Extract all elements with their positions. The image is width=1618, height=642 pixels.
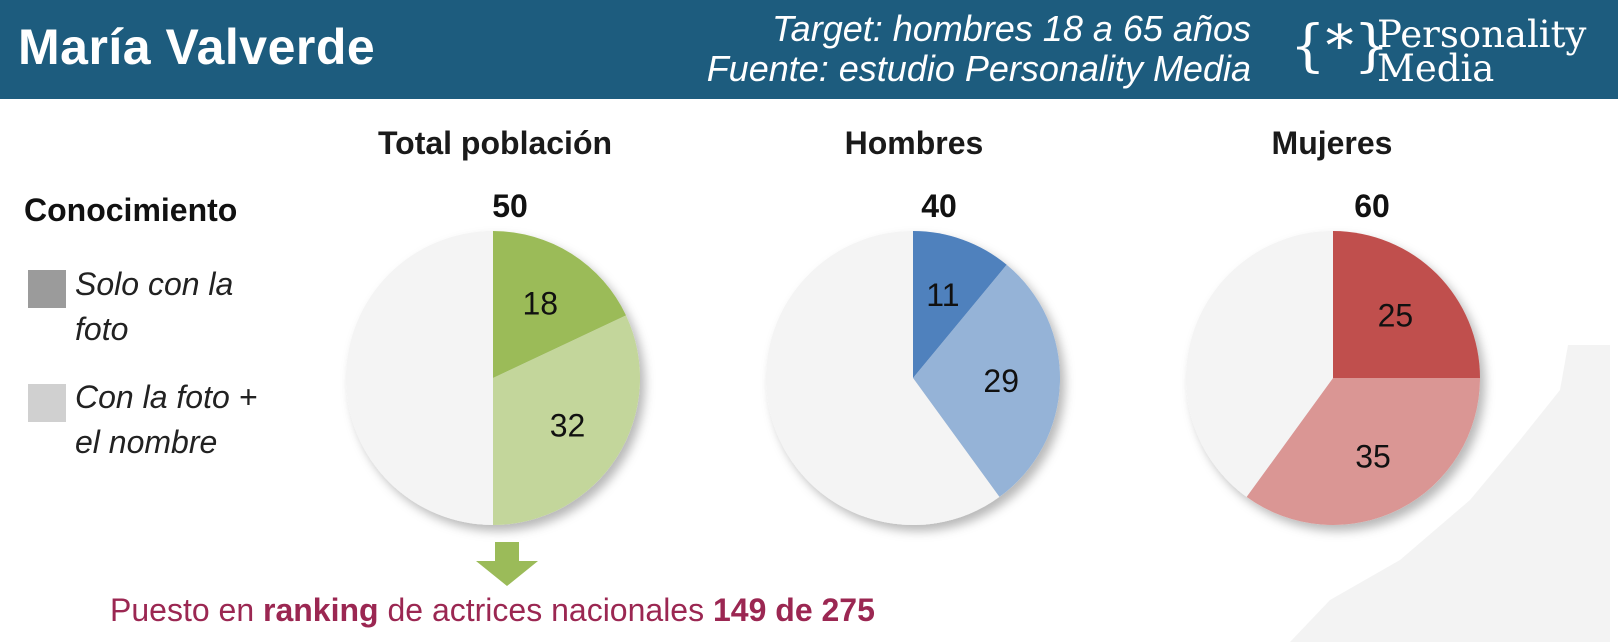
chart-total-hombres: 40 [921,188,957,224]
chart-total-total: 50 [492,188,528,224]
page-title: María Valverde [18,19,376,75]
legend-title: Conocimiento [24,192,238,228]
legend-label-foto-nombre-line2: el nombre [75,424,218,460]
pie-slice-total-1 [493,315,641,525]
ranking-value: 149 de 275 [712,592,875,628]
legend-swatch-foto-nombre [28,384,66,422]
pie-slice-hombres-2 [766,231,1000,525]
pie-label-hombres-0: 11 [926,277,959,313]
pie-label-mujeres-0: 25 [1378,298,1414,334]
header-bar: María Valverde Target: hombres 18 a 65 a… [0,0,1618,99]
pie-label-total-1: 32 [550,407,586,443]
pie-mujeres [1185,231,1480,526]
chart-title-total: Total población [377,125,613,161]
logo-mark-icon: {*} [1290,14,1390,79]
watermark-shape [1290,345,1610,642]
ranking-keyword: ranking [263,592,379,628]
pie-hombres [766,231,1061,525]
pie-slice-hombres-1 [913,264,1061,497]
legend-swatch-solo-foto [28,270,66,308]
legend-label-solo-foto-line2: foto [75,311,129,347]
personality-media-logo: {*} Personality Media [1290,14,1610,90]
pie-slice-mujeres-0 [1333,231,1480,378]
legend-label-solo-foto: Solo con la foto [75,262,305,352]
chart-title-hombres: Hombres [844,125,984,161]
legend-label-solo-foto-line1: Solo con la [75,266,234,302]
ranking-middle: de actrices nacionales [378,592,713,628]
ranking-prefix: Puesto en [110,592,263,628]
pie-label-total-0: 18 [523,286,559,322]
logo-line-1: Personality [1377,13,1587,56]
legend-label-foto-nombre: Con la foto + el nombre [75,375,305,465]
pie-slice-mujeres-1 [1246,378,1480,526]
pie-slice-total-2 [346,231,493,525]
target-text: Target: hombres 18 a 65 años [772,8,1251,49]
ranking-text: Puesto en ranking de actrices nacionales… [110,592,875,629]
pie-slice-mujeres-2 [1185,231,1333,497]
pie-total [346,231,641,525]
ranking-arrow-icon [476,542,538,586]
logo-line-2: Media [1377,47,1495,90]
pie-slice-hombres-0 [913,231,1007,378]
source-text: Fuente: estudio Personality Media [706,48,1251,89]
legend-label-foto-nombre-line1: Con la foto + [75,379,258,415]
chart-total-mujeres: 60 [1354,188,1390,224]
pie-label-mujeres-1: 35 [1355,439,1391,475]
pie-label-hombres-1: 29 [983,363,1019,399]
chart-title-mujeres: Mujeres [1271,125,1393,161]
pie-slice-total-0 [493,231,627,378]
